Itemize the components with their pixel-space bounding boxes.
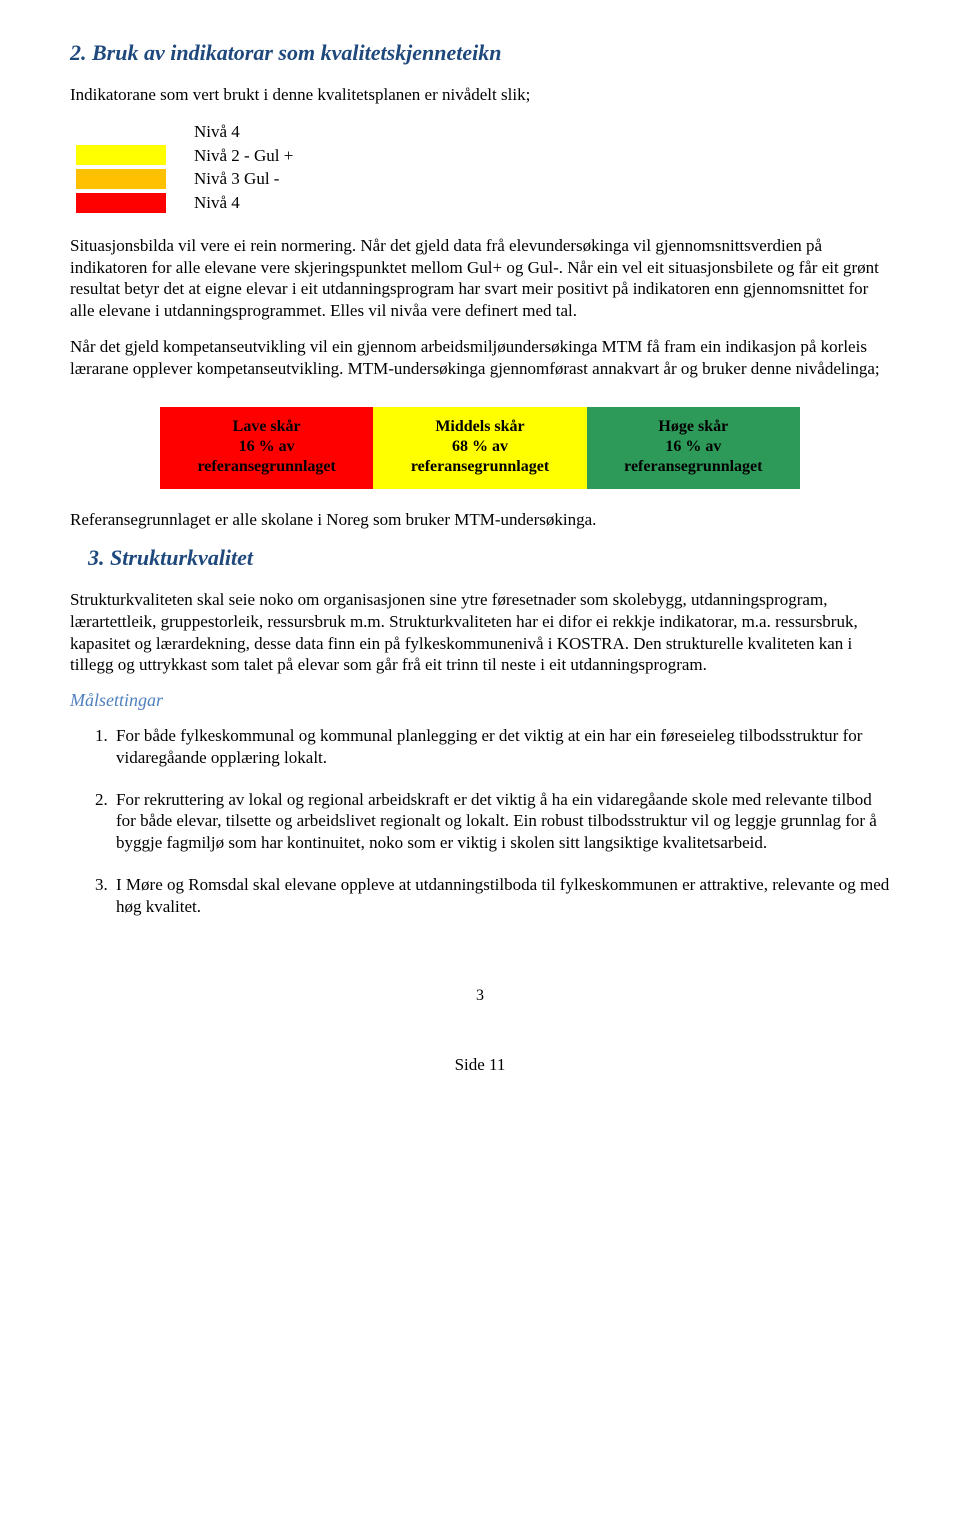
score-cell-mid: Middels skår 68 % av referansegrunnlaget (373, 407, 586, 489)
page-footer: Side 11 (70, 1055, 890, 1075)
score-title: Høge skår (595, 417, 792, 437)
section-2-heading: 2. Bruk av indikatorar som kvalitetskjen… (70, 40, 890, 66)
score-cell-low: Lave skår 16 % av referansegrunnlaget (160, 407, 373, 489)
section-2-para-2: Når det gjeld kompetanseutvikling vil ei… (70, 336, 890, 380)
page-number: 3 (70, 987, 890, 1005)
level-row: Nivå 3 Gul - (76, 167, 890, 191)
section-2-intro: Indikatorane som vert brukt i denne kval… (70, 84, 890, 106)
score-sub2: referansegrunnlaget (381, 457, 578, 477)
section-2-para-1: Situasjonsbilda vil vere ei rein normeri… (70, 235, 890, 322)
level-row: Nivå 4 (76, 191, 890, 215)
section-3-para-1: Strukturkvaliteten skal seie noko om org… (70, 589, 890, 676)
level-swatch-0 (76, 122, 166, 142)
level-label: Nivå 4 (194, 191, 240, 215)
score-band: Lave skår 16 % av referansegrunnlaget Mi… (160, 407, 800, 489)
score-title: Lave skår (168, 417, 365, 437)
score-sub1: 16 % av (168, 437, 365, 457)
section-3-heading: 3. Strukturkvalitet (88, 545, 890, 571)
score-sub2: referansegrunnlaget (168, 457, 365, 477)
goal-item: For rekruttering av lokal og regional ar… (112, 789, 890, 854)
level-label: Nivå 4 (194, 120, 240, 144)
document-page: 2. Bruk av indikatorar som kvalitetskjen… (0, 0, 960, 1115)
level-row: Nivå 4 (76, 120, 890, 144)
level-row: Nivå 2 - Gul + (76, 144, 890, 168)
level-label: Nivå 3 Gul - (194, 167, 279, 191)
level-swatch-1 (76, 145, 166, 165)
score-title: Middels skår (381, 417, 578, 437)
score-sub1: 16 % av (595, 437, 792, 457)
goal-item: For både fylkeskommunal og kommunal plan… (112, 725, 890, 769)
section-3-subheading: Målsettingar (70, 690, 890, 711)
level-label: Nivå 2 - Gul + (194, 144, 293, 168)
level-swatch-list: Nivå 4 Nivå 2 - Gul + Nivå 3 Gul - Nivå … (76, 120, 890, 215)
score-sub2: referansegrunnlaget (595, 457, 792, 477)
score-cell-high: Høge skår 16 % av referansegrunnlaget (587, 407, 800, 489)
level-swatch-2 (76, 169, 166, 189)
section-2-para-3: Referansegrunnlaget er alle skolane i No… (70, 509, 890, 531)
goal-item: I Møre og Romsdal skal elevane oppleve a… (112, 874, 890, 918)
level-swatch-3 (76, 193, 166, 213)
goals-list: For både fylkeskommunal og kommunal plan… (70, 725, 890, 917)
score-sub1: 68 % av (381, 437, 578, 457)
